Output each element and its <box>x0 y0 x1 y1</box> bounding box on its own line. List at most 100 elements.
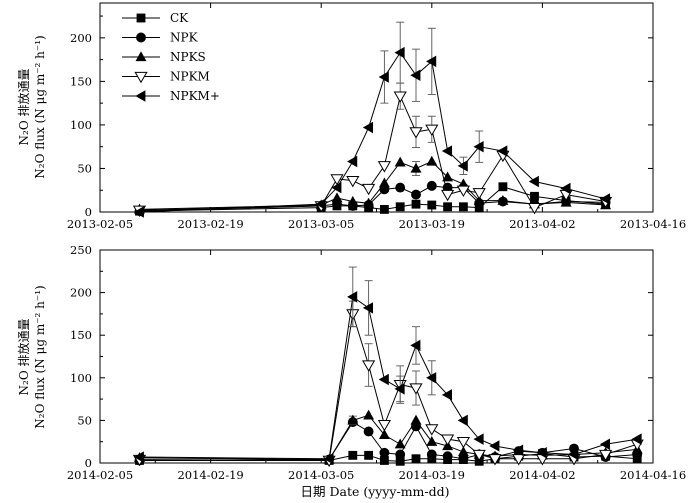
legend-label: NPKM <box>170 70 210 84</box>
x-tick-label: 2013-03-19 <box>399 217 465 231</box>
data-point <box>364 450 374 460</box>
data-point <box>410 414 422 425</box>
legend-marker <box>136 13 146 23</box>
x-tick-label: 2014-02-05 <box>67 468 133 482</box>
data-point <box>362 121 374 134</box>
legend-marker <box>136 32 146 43</box>
data-point <box>394 383 405 395</box>
data-point <box>474 456 484 466</box>
data-point <box>133 206 144 218</box>
data-point <box>348 450 358 460</box>
legend-label: CK <box>170 11 189 25</box>
y-tick-label: 0 <box>85 205 92 219</box>
data-point <box>427 200 437 210</box>
data-point <box>395 449 406 460</box>
data-point <box>377 420 391 432</box>
chart-panel-2014: 2014-02-05 2014-02-19 2014-03-05 2014-03-19… <box>16 243 686 482</box>
legend-marker <box>135 51 147 62</box>
data-point <box>457 414 468 427</box>
series-npkm <box>132 82 613 217</box>
data-point <box>441 389 453 401</box>
y-axis-label-en: N₂O flux (N μg m⁻² h⁻¹) <box>33 285 47 428</box>
data-point <box>379 456 389 465</box>
data-point <box>409 127 423 139</box>
data-point <box>362 183 376 196</box>
chart-panel-2013: 2013-02-05 2013-02-19 2013-03-05 2013-03-19… <box>16 2 686 231</box>
series-line <box>139 186 606 212</box>
data-point <box>441 189 455 202</box>
data-point <box>363 409 375 420</box>
data-point <box>425 424 439 436</box>
plot-frame <box>99 249 654 464</box>
data-point <box>363 197 375 208</box>
data-point <box>488 454 502 466</box>
data-point <box>347 291 358 303</box>
data-point <box>489 440 500 452</box>
x-tick-label: 2014-03-05 <box>288 468 354 482</box>
data-point <box>568 448 579 461</box>
data-point <box>599 449 613 462</box>
data-point <box>473 194 485 205</box>
data-point <box>394 438 406 449</box>
x-tick-label: 2014-04-02 <box>509 468 575 482</box>
data-point <box>362 302 374 314</box>
data-point <box>458 202 468 212</box>
data-point <box>410 69 421 81</box>
data-point <box>378 373 389 386</box>
data-point <box>377 161 391 173</box>
x-tick-label: 2013-04-16 <box>620 217 686 231</box>
data-point <box>379 204 389 214</box>
y-axis-label-zh: N₂O 排放通量 <box>16 319 31 396</box>
y-axis-label-zh: N₂O 排放通量 <box>16 69 31 146</box>
data-point <box>394 156 406 167</box>
x-tick-label: 2013-02-19 <box>177 217 243 231</box>
data-point <box>395 456 405 466</box>
data-point <box>457 446 469 457</box>
data-point <box>346 175 360 188</box>
data-point <box>512 454 526 466</box>
x-tick-label: 2014-02-19 <box>177 468 243 482</box>
data-point <box>426 435 438 446</box>
data-point <box>530 191 539 201</box>
data-point <box>395 202 405 212</box>
data-point <box>497 145 508 157</box>
y-tick-label: 100 <box>70 118 92 132</box>
data-point <box>426 155 438 166</box>
data-point <box>378 429 390 440</box>
data-point <box>473 433 484 445</box>
y-tick-label: 150 <box>70 328 92 342</box>
y-axis-label-en: N₂O flux (N μg m⁻² h⁻¹) <box>33 35 47 178</box>
series-line <box>139 160 606 210</box>
data-point <box>425 124 439 136</box>
x-tick-label: 2013-04-02 <box>509 217 575 231</box>
data-point <box>394 46 405 59</box>
data-point <box>497 194 509 205</box>
x-tick-label: 2013-02-05 <box>67 217 133 231</box>
data-point <box>528 175 539 188</box>
data-point <box>458 453 469 464</box>
legend: CK NPK NPKS NPKM NPKM+ <box>122 11 220 103</box>
data-point <box>456 437 470 449</box>
data-point <box>378 177 390 188</box>
data-point <box>512 444 524 456</box>
data-point <box>409 383 423 395</box>
y-tick-label: 200 <box>70 286 92 300</box>
data-point <box>472 188 486 200</box>
data-point <box>410 162 422 173</box>
y-tick-label: 100 <box>70 371 92 385</box>
x-tick-label: 2013-03-05 <box>288 217 354 231</box>
x-axis-label: 日期 Date (yyyy-mm-dd) <box>301 484 450 499</box>
data-point <box>379 447 390 458</box>
data-point <box>441 145 453 157</box>
data-point <box>599 438 611 450</box>
data-point <box>133 451 144 463</box>
data-point <box>411 189 421 200</box>
data-point <box>472 449 486 462</box>
data-point <box>323 453 334 465</box>
y-tick-label: 50 <box>77 161 92 175</box>
data-point <box>347 155 358 168</box>
data-point <box>442 171 454 182</box>
data-point <box>560 196 572 207</box>
data-point <box>410 339 421 352</box>
